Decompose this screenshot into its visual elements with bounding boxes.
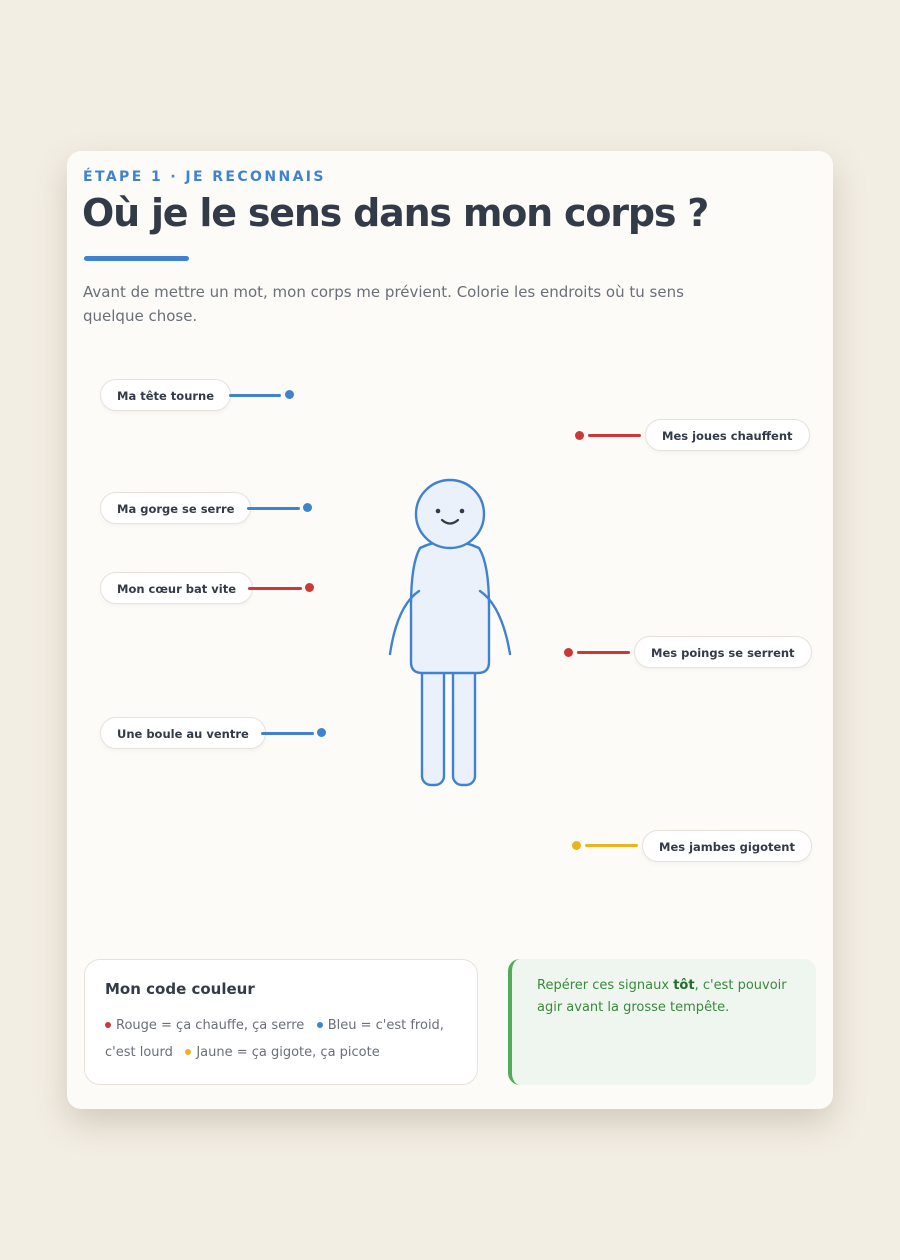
signal-pill-tete[interactable]: Ma tête tourne <box>100 379 232 411</box>
title-underline <box>84 256 189 261</box>
legend-item-yellow: Jaune = ça gigote, ça picote <box>185 1045 380 1060</box>
connector-dot <box>303 503 312 512</box>
connector-dot <box>572 841 581 850</box>
legend-item-blue: Bleu = c'est froid, c'est lourd <box>105 1018 444 1060</box>
connector-dot <box>575 431 584 440</box>
body-figure-icon <box>388 478 512 787</box>
yellow-dot-icon <box>185 1048 192 1055</box>
signal-pill-joues[interactable]: Mes joues chauffent <box>645 419 810 451</box>
signal-pill-ventre[interactable]: Une boule au ventre <box>100 717 266 749</box>
connector-line <box>229 394 281 397</box>
step-eyebrow: ÉTAPE 1 · JE RECONNAIS <box>83 169 326 185</box>
signal-pill-gorge[interactable]: Ma gorge se serre <box>100 492 252 524</box>
connector-line <box>585 844 638 847</box>
connector-line <box>588 434 641 437</box>
signal-pill-jambes[interactable]: Mes jambes gigotent <box>642 830 812 862</box>
connector-dot <box>305 583 314 592</box>
intro-text: Avant de mettre un mot, mon corps me pré… <box>83 283 684 325</box>
connector-line <box>577 651 630 654</box>
blue-dot-icon <box>316 1021 323 1028</box>
color-code-legend: Mon code couleur Rouge = ça chauffe, ça … <box>84 959 478 1085</box>
legend-items: Rouge = ça chauffe, ça serre Bleu = c'es… <box>105 1012 465 1066</box>
signal-pill-coeur[interactable]: Mon cœur bat vite <box>100 572 254 604</box>
page-title: Où je le sens dans mon corps ? <box>82 191 709 235</box>
tip-text: Repérer ces signaux tôt, c'est pouvoir a… <box>537 978 787 1015</box>
worksheet-card: ÉTAPE 1 · JE RECONNAIS Où je le sens dan… <box>67 151 833 1109</box>
connector-line <box>261 732 314 735</box>
connector-line <box>247 507 300 510</box>
connector-dot <box>285 390 294 399</box>
connector-line <box>248 587 302 590</box>
connector-dot <box>564 648 573 657</box>
legend-title: Mon code couleur <box>105 980 255 998</box>
legend-item-red: Rouge = ça chauffe, ça serre <box>105 1018 304 1033</box>
signal-pill-poings[interactable]: Mes poings se serrent <box>634 636 812 668</box>
smile-icon <box>435 508 465 514</box>
tip-callout: Repérer ces signaux tôt, c'est pouvoir a… <box>508 959 816 1085</box>
red-dot-icon <box>105 1021 111 1028</box>
connector-dot <box>317 728 326 737</box>
